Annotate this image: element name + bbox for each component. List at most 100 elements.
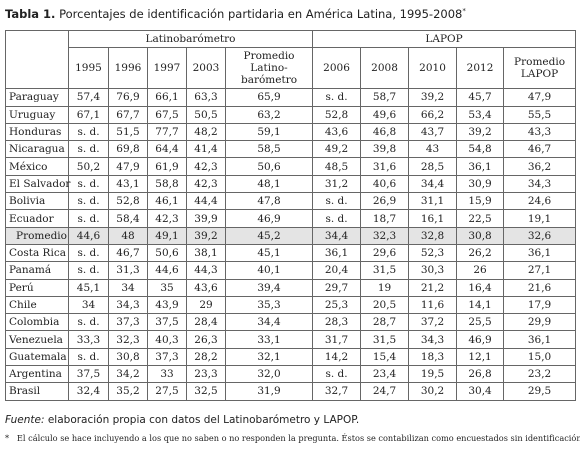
value-cell: 51,5 — [108, 122, 148, 142]
row-label: Bolivia — [5, 192, 69, 211]
column-header-line: 1995 — [75, 62, 102, 75]
value-cell: s. d. — [68, 313, 109, 332]
value-cell: 19 — [360, 278, 410, 297]
value-cell: 20,4 — [312, 261, 362, 280]
value-cell: 35,3 — [224, 295, 314, 315]
value-cell: 42,3 — [147, 209, 187, 228]
value-cell: 14,2 — [312, 347, 362, 367]
value-cell: 32,4 — [68, 382, 109, 401]
value-cell: 30,8 — [456, 226, 505, 245]
value-cell: 67,7 — [108, 105, 148, 124]
value-cell: 36,1 — [312, 243, 362, 263]
value-cell: 34 — [68, 295, 109, 315]
column-header-line: Promedio — [514, 56, 566, 69]
value-cell: 31,7 — [312, 330, 362, 349]
value-cell: 26,8 — [456, 365, 505, 384]
value-cell: 38,1 — [186, 243, 226, 263]
value-cell: 34,3 — [408, 330, 458, 349]
column-header-line: 2008 — [371, 62, 398, 75]
value-cell: 33,3 — [68, 330, 109, 349]
column-header-line: Latino- — [250, 62, 288, 75]
value-cell: s. d. — [312, 192, 362, 211]
value-cell: s. d. — [68, 243, 109, 263]
value-cell: 39,2 — [408, 88, 458, 107]
row-label: El Salvador — [5, 174, 70, 194]
column-header: 2012 — [456, 47, 505, 90]
value-cell: 49,1 — [147, 226, 187, 245]
value-cell: 33 — [147, 365, 187, 384]
value-cell: 44,6 — [147, 261, 187, 280]
value-cell: 43,6 — [312, 122, 362, 142]
value-cell: 11,6 — [408, 295, 458, 315]
value-cell: 39,2 — [456, 122, 505, 142]
value-cell: 55,5 — [503, 105, 577, 124]
column-header: 1997 — [147, 47, 187, 90]
table-head: Latinobarómetro LAPOP 1995 1996 1997 2003 Prom… — [5, 29, 577, 90]
value-cell: 26,9 — [360, 192, 410, 211]
footnote-text: El cálculo se hace incluyendo a los que … — [16, 433, 580, 443]
column-row: 1995 1996 1997 2003 Promedio Latino-barómetro… — [6, 47, 577, 90]
value-cell: 58,5 — [224, 140, 314, 159]
value-cell: 45,2 — [224, 226, 314, 245]
group-header: Latinobarómetro — [67, 29, 314, 49]
value-cell: 34,2 — [108, 365, 148, 384]
value-cell: 65,9 — [224, 88, 314, 107]
row-label: Panamá — [5, 261, 69, 280]
value-cell: 63,3 — [186, 88, 226, 107]
value-cell: s. d. — [312, 365, 362, 384]
value-cell: 39,4 — [224, 278, 314, 297]
column-header-line: 1997 — [153, 62, 181, 75]
value-cell: 46,7 — [108, 243, 148, 263]
value-cell: 24,6 — [503, 192, 577, 211]
value-cell: 42,3 — [186, 157, 226, 176]
value-cell: 43,3 — [503, 122, 577, 142]
value-cell: 50,2 — [68, 157, 109, 176]
value-cell: 34,4 — [408, 174, 458, 194]
value-cell: 63,2 — [224, 105, 314, 124]
row-label: Perú — [5, 278, 69, 297]
value-cell: 37,5 — [147, 313, 187, 332]
value-cell: 67,1 — [68, 105, 109, 124]
table-row: Argentina 37,5 34,2 33 23,3 32,0 s. d. 23,4 19,5… — [5, 365, 577, 384]
value-cell: 23,2 — [503, 365, 577, 384]
value-cell: 37,3 — [108, 313, 148, 332]
value-cell: s. d. — [68, 209, 109, 228]
value-cell: 45,1 — [224, 243, 314, 263]
column-header: 2006 — [312, 47, 362, 90]
value-cell: 40,6 — [360, 174, 410, 194]
value-cell: 49,2 — [312, 140, 362, 159]
value-cell: 32,6 — [503, 226, 577, 245]
value-cell: 45,7 — [456, 88, 505, 107]
value-cell: 27,1 — [503, 261, 577, 280]
value-cell: 31,1 — [408, 192, 458, 211]
column-header: 1995 — [68, 47, 109, 90]
value-cell: 46,9 — [456, 330, 505, 349]
value-cell: 23,3 — [186, 365, 226, 384]
value-cell: 32,8 — [408, 226, 458, 245]
value-cell: 23,4 — [360, 365, 410, 384]
value-cell: 19,5 — [408, 365, 458, 384]
value-cell: 58,4 — [108, 209, 148, 228]
column-header-line: Promedio — [243, 50, 295, 63]
value-cell: 50,6 — [224, 157, 314, 176]
value-cell: 33,1 — [224, 330, 314, 349]
table-body: Paraguay 57,4 76,9 66,1 63,3 65,9 s. d. 58,7 39,… — [5, 88, 577, 401]
value-cell: s. d. — [68, 261, 109, 280]
value-cell: 18,7 — [360, 209, 410, 228]
value-cell: 53,4 — [456, 105, 505, 124]
value-cell: 36,1 — [503, 330, 577, 349]
value-cell: 28,3 — [312, 313, 362, 332]
value-cell: 12,1 — [456, 347, 505, 367]
value-cell: 34,4 — [224, 313, 314, 332]
value-cell: 52,8 — [108, 192, 148, 211]
value-cell: 69,8 — [108, 140, 148, 159]
value-cell: 44,6 — [68, 226, 109, 245]
value-cell: 41,4 — [186, 140, 226, 159]
value-cell: 50,5 — [186, 105, 226, 124]
value-cell: 26,3 — [186, 330, 226, 349]
value-cell: 37,5 — [68, 365, 109, 384]
table-row: Chile 34 34,3 43,9 29 35,3 25,3 20,5 11,6 14,1 17,… — [5, 295, 577, 315]
row-label: Guatemala — [5, 347, 69, 367]
column-header-line: 2010 — [419, 62, 446, 75]
table-row: Paraguay 57,4 76,9 66,1 63,3 65,9 s. d. 58,7 39,… — [5, 88, 577, 107]
